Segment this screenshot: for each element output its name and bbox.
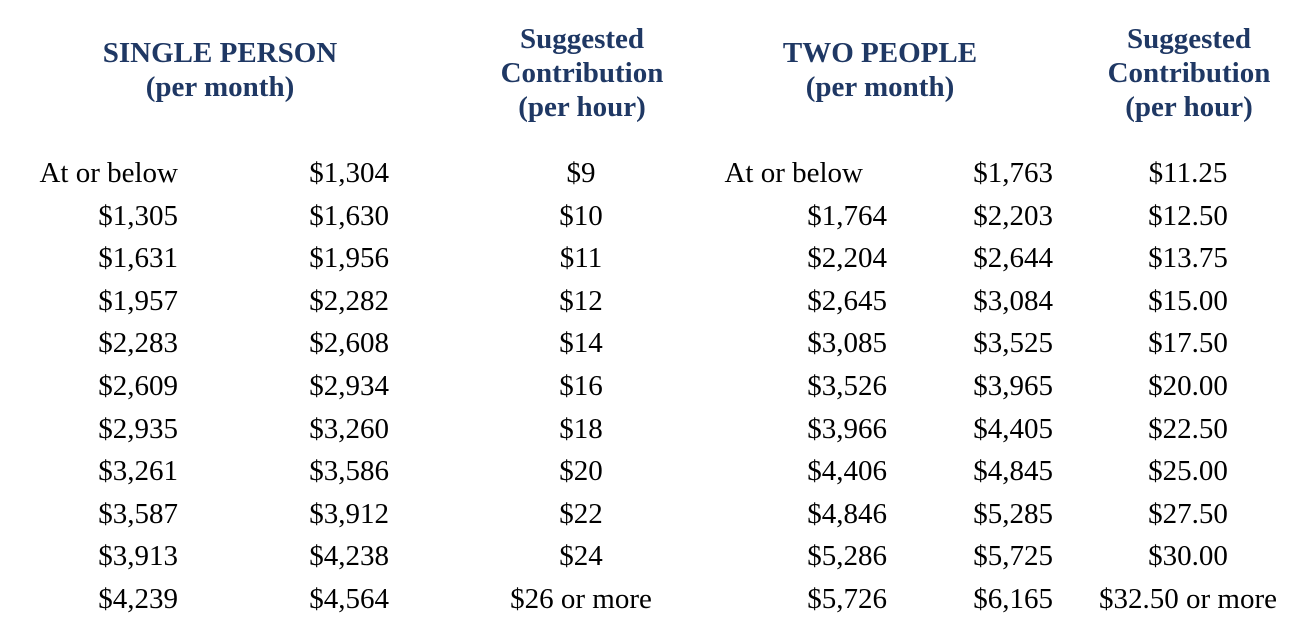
table-cell: $2,645 — [807, 284, 887, 317]
table-cell: $22.50 — [1148, 412, 1228, 445]
table-cell: $2,644 — [973, 242, 1053, 275]
column-single-income-to: $1,304 $1,630 $1,956 $2,282 $2,608 $2,934 $3,2… — [210, 152, 389, 621]
header-single-person-line2: (per month) — [145, 71, 295, 103]
table-cell: $25.00 — [1148, 455, 1228, 488]
table-cell: $18 — [559, 412, 603, 445]
header-suggested-contribution-single-line1: Suggested — [519, 23, 645, 55]
table-cell: $9 — [566, 157, 596, 189]
table-cell: $17.50 — [1148, 327, 1228, 360]
table-cell: $2,283 — [98, 327, 178, 360]
table-cell: $2,934 — [309, 369, 389, 402]
table-cell: $16 — [559, 369, 603, 402]
table-cell: $5,725 — [973, 540, 1053, 573]
header-suggested-contribution-single-line2: Contribution — [500, 57, 664, 89]
table-cell: $2,204 — [807, 242, 887, 275]
table-cell: $5,726 — [807, 582, 887, 615]
column-two-contribution: $11.25 $12.50 $13.75 $15.00 $17.50 $20.00 $22.… — [1038, 152, 1310, 621]
table-cell: $1,956 — [309, 242, 389, 275]
header-single-person: SINGLE PERSON (per month) — [58, 36, 382, 104]
table-cell: $3,586 — [309, 455, 389, 488]
table-cell: $12 — [559, 284, 603, 317]
table-cell: $4,845 — [973, 455, 1053, 488]
header-two-people: TWO PEOPLE (per month) — [718, 36, 1042, 104]
column-two-income-from: At or below $1,764 $2,204 $2,645 $3,085 $3,52… — [699, 152, 887, 621]
table-cell: $3,260 — [309, 412, 389, 445]
header-suggested-contribution-two-line3: (per hour) — [1125, 91, 1253, 123]
table-cell: $2,203 — [973, 199, 1053, 232]
table-cell: $32.50 or more — [1099, 582, 1277, 615]
table-cell: $14 — [559, 327, 603, 360]
table-cell: $10 — [559, 199, 603, 232]
table-cell: $11 — [559, 242, 603, 275]
table-cell: $27.50 — [1148, 497, 1228, 530]
table-cell: $22 — [559, 497, 603, 530]
header-suggested-contribution-two: Suggested Contribution (per hour) — [1039, 22, 1310, 124]
table-cell: $11.25 — [1148, 157, 1228, 189]
table-cell: $5,285 — [973, 497, 1053, 530]
column-two-income-to: $1,763 $2,203 $2,644 $3,084 $3,525 $3,965 $4,4… — [900, 152, 1053, 621]
table-cell: $4,405 — [973, 412, 1053, 445]
table-cell: $4,846 — [807, 497, 887, 530]
table-cell: $3,912 — [309, 497, 389, 530]
table-cell: $2,282 — [309, 284, 389, 317]
table-cell: $2,935 — [98, 412, 178, 445]
column-single-income-from: At or below $1,305 $1,631 $1,957 $2,283 $2,60… — [10, 152, 178, 621]
table-cell: $1,305 — [98, 199, 178, 232]
table-cell: $5,286 — [807, 540, 887, 573]
table-cell: $2,609 — [98, 369, 178, 402]
table-cell: $15.00 — [1148, 284, 1228, 317]
table-cell: $3,084 — [973, 284, 1053, 317]
table-cell: $4,406 — [807, 455, 887, 488]
table-cell: $20 — [559, 455, 603, 488]
table-cell: At or below — [724, 157, 863, 189]
table-cell: $4,239 — [98, 582, 178, 615]
header-suggested-contribution-two-line2: Contribution — [1107, 57, 1271, 89]
table-cell: At or below — [39, 157, 178, 189]
table-cell: $3,261 — [98, 455, 178, 488]
column-single-contribution: $9 $10 $11 $12 $14 $16 $18 $20 $22 $24 $26 or more — [431, 152, 731, 621]
table-cell: $1,630 — [309, 199, 389, 232]
header-two-people-line1: TWO PEOPLE — [782, 37, 978, 69]
table-cell: $26 or more — [510, 582, 652, 615]
table-cell: $1,631 — [98, 242, 178, 275]
table-cell: $13.75 — [1148, 242, 1228, 275]
table-cell: $1,764 — [807, 199, 887, 232]
header-single-person-line1: SINGLE PERSON — [102, 37, 338, 69]
table-cell: $24 — [559, 540, 603, 573]
header-suggested-contribution-two-line1: Suggested — [1126, 23, 1252, 55]
table-cell: $3,526 — [807, 369, 887, 402]
table-cell: $3,965 — [973, 369, 1053, 402]
table-cell: $1,763 — [973, 157, 1053, 189]
table-cell: $6,165 — [973, 582, 1053, 615]
header-two-people-line2: (per month) — [805, 71, 955, 103]
table-cell: $20.00 — [1148, 369, 1228, 402]
table-cell: $1,957 — [98, 284, 178, 317]
table-cell: $4,564 — [309, 582, 389, 615]
table-cell: $30.00 — [1148, 540, 1228, 573]
table-cell: $3,913 — [98, 540, 178, 573]
table-cell: $3,525 — [973, 327, 1053, 360]
table-cell: $12.50 — [1148, 199, 1228, 232]
table-cell: $1,304 — [309, 157, 389, 189]
table-cell: $2,608 — [309, 327, 389, 360]
table-cell: $3,085 — [807, 327, 887, 360]
table-cell: $3,587 — [98, 497, 178, 530]
header-suggested-contribution-single-line3: (per hour) — [518, 91, 646, 123]
table-cell: $3,966 — [807, 412, 887, 445]
header-suggested-contribution-single: Suggested Contribution (per hour) — [432, 22, 732, 124]
table-cell: $4,238 — [309, 540, 389, 573]
